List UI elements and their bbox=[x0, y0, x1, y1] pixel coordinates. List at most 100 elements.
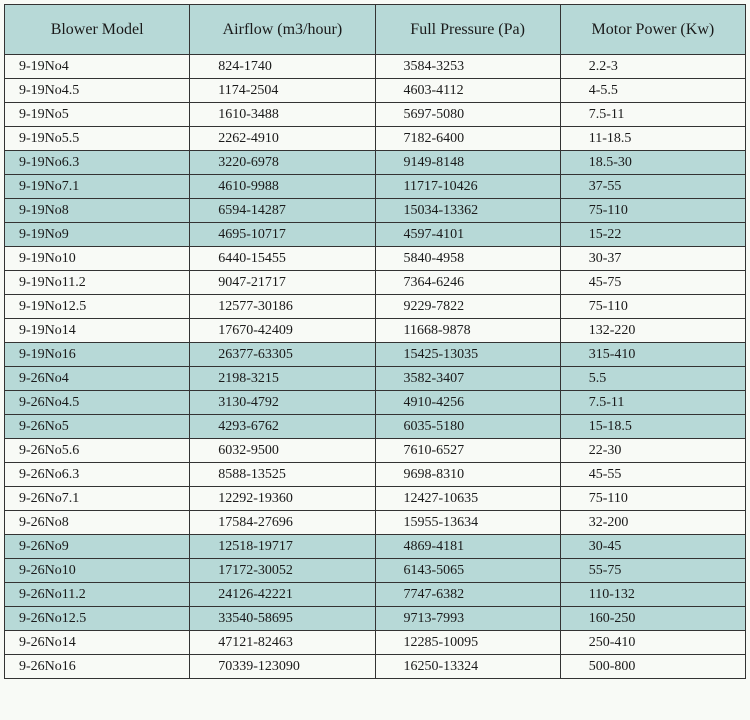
table-cell: 9149-8148 bbox=[375, 151, 560, 175]
table-cell: 15-18.5 bbox=[560, 415, 745, 439]
table-cell: 9-26No6.3 bbox=[5, 463, 190, 487]
table-cell: 75-110 bbox=[560, 199, 745, 223]
table-row: 9-26No1447121-8246312285-10095250-410 bbox=[5, 631, 746, 655]
table-cell: 110-132 bbox=[560, 583, 745, 607]
table-row: 9-26No912518-197174869-418130-45 bbox=[5, 535, 746, 559]
table-cell: 9-26No10 bbox=[5, 559, 190, 583]
table-cell: 9047-21717 bbox=[190, 271, 375, 295]
table-row: 9-26No1017172-300526143-506555-75 bbox=[5, 559, 746, 583]
table-cell: 9229-7822 bbox=[375, 295, 560, 319]
table-cell: 4869-4181 bbox=[375, 535, 560, 559]
table-cell: 12427-10635 bbox=[375, 487, 560, 511]
table-cell: 824-1740 bbox=[190, 55, 375, 79]
table-cell: 30-37 bbox=[560, 247, 745, 271]
table-cell: 45-55 bbox=[560, 463, 745, 487]
table-cell: 7.5-11 bbox=[560, 391, 745, 415]
table-row: 9-26No4.53130-47924910-42567.5-11 bbox=[5, 391, 746, 415]
table-cell: 12577-30186 bbox=[190, 295, 375, 319]
table-row: 9-19No4824-17403584-32532.2-3 bbox=[5, 55, 746, 79]
table-cell: 9-26No14 bbox=[5, 631, 190, 655]
table-cell: 37-55 bbox=[560, 175, 745, 199]
table-cell: 3582-3407 bbox=[375, 367, 560, 391]
table-cell: 9-19No5.5 bbox=[5, 127, 190, 151]
table-row: 9-26No12.533540-586959713-7993160-250 bbox=[5, 607, 746, 631]
table-cell: 9-26No4.5 bbox=[5, 391, 190, 415]
table-cell: 9-19No5 bbox=[5, 103, 190, 127]
table-cell: 4610-9988 bbox=[190, 175, 375, 199]
table-cell: 132-220 bbox=[560, 319, 745, 343]
table-cell: 3220-6978 bbox=[190, 151, 375, 175]
table-cell: 9-19No7.1 bbox=[5, 175, 190, 199]
table-cell: 9-26No5.6 bbox=[5, 439, 190, 463]
table-cell: 9-26No9 bbox=[5, 535, 190, 559]
table-cell: 70339-123090 bbox=[190, 655, 375, 679]
table-cell: 6594-14287 bbox=[190, 199, 375, 223]
table-header-row: Blower Model Airflow (m3/hour) Full Pres… bbox=[5, 5, 746, 55]
table-cell: 9-26No7.1 bbox=[5, 487, 190, 511]
table-cell: 250-410 bbox=[560, 631, 745, 655]
table-cell: 315-410 bbox=[560, 343, 745, 367]
table-cell: 33540-58695 bbox=[190, 607, 375, 631]
table-cell: 9-26No16 bbox=[5, 655, 190, 679]
table-cell: 75-110 bbox=[560, 295, 745, 319]
table-cell: 9-19No4 bbox=[5, 55, 190, 79]
table-cell: 9-19No9 bbox=[5, 223, 190, 247]
table-cell: 17172-30052 bbox=[190, 559, 375, 583]
table-cell: 7747-6382 bbox=[375, 583, 560, 607]
table-row: 9-26No54293-67626035-518015-18.5 bbox=[5, 415, 746, 439]
col-header-airflow: Airflow (m3/hour) bbox=[190, 5, 375, 55]
table-cell: 11668-9878 bbox=[375, 319, 560, 343]
table-cell: 500-800 bbox=[560, 655, 745, 679]
blower-spec-table: Blower Model Airflow (m3/hour) Full Pres… bbox=[4, 4, 746, 679]
table-row: 9-26No7.112292-1936012427-1063575-110 bbox=[5, 487, 746, 511]
table-cell: 15034-13362 bbox=[375, 199, 560, 223]
table-cell: 11-18.5 bbox=[560, 127, 745, 151]
col-header-power: Motor Power (Kw) bbox=[560, 5, 745, 55]
table-cell: 7182-6400 bbox=[375, 127, 560, 151]
table-cell: 5840-4958 bbox=[375, 247, 560, 271]
table-cell: 24126-42221 bbox=[190, 583, 375, 607]
table-cell: 32-200 bbox=[560, 511, 745, 535]
table-row: 9-26No11.224126-422217747-6382110-132 bbox=[5, 583, 746, 607]
table-cell: 5.5 bbox=[560, 367, 745, 391]
table-cell: 17670-42409 bbox=[190, 319, 375, 343]
table-cell: 6440-15455 bbox=[190, 247, 375, 271]
table-cell: 4597-4101 bbox=[375, 223, 560, 247]
table-cell: 12285-10095 bbox=[375, 631, 560, 655]
table-cell: 9-26No8 bbox=[5, 511, 190, 535]
table-cell: 4910-4256 bbox=[375, 391, 560, 415]
table-cell: 4-5.5 bbox=[560, 79, 745, 103]
table-row: 9-26No817584-2769615955-1363432-200 bbox=[5, 511, 746, 535]
table-row: 9-19No6.33220-69789149-814818.5-30 bbox=[5, 151, 746, 175]
table-cell: 22-30 bbox=[560, 439, 745, 463]
table-cell: 2198-3215 bbox=[190, 367, 375, 391]
table-cell: 9713-7993 bbox=[375, 607, 560, 631]
table-cell: 4293-6762 bbox=[190, 415, 375, 439]
table-row: 9-19No106440-154555840-495830-37 bbox=[5, 247, 746, 271]
table-cell: 5697-5080 bbox=[375, 103, 560, 127]
table-cell: 9-26No12.5 bbox=[5, 607, 190, 631]
table-cell: 1610-3488 bbox=[190, 103, 375, 127]
table-cell: 7610-6527 bbox=[375, 439, 560, 463]
col-header-model: Blower Model bbox=[5, 5, 190, 55]
table-cell: 11717-10426 bbox=[375, 175, 560, 199]
table-cell: 12518-19717 bbox=[190, 535, 375, 559]
table-cell: 7.5-11 bbox=[560, 103, 745, 127]
table-cell: 47121-82463 bbox=[190, 631, 375, 655]
table-cell: 9-19No12.5 bbox=[5, 295, 190, 319]
table-cell: 4603-4112 bbox=[375, 79, 560, 103]
table-cell: 16250-13324 bbox=[375, 655, 560, 679]
table-cell: 2262-4910 bbox=[190, 127, 375, 151]
table-cell: 9-19No10 bbox=[5, 247, 190, 271]
table-cell: 4695-10717 bbox=[190, 223, 375, 247]
table-cell: 15-22 bbox=[560, 223, 745, 247]
table-cell: 160-250 bbox=[560, 607, 745, 631]
table-cell: 9-19No11.2 bbox=[5, 271, 190, 295]
table-row: 9-19No94695-107174597-410115-22 bbox=[5, 223, 746, 247]
table-cell: 2.2-3 bbox=[560, 55, 745, 79]
table-cell: 3130-4792 bbox=[190, 391, 375, 415]
table-cell: 45-75 bbox=[560, 271, 745, 295]
table-cell: 9-26No4 bbox=[5, 367, 190, 391]
table-cell: 75-110 bbox=[560, 487, 745, 511]
table-row: 9-19No86594-1428715034-1336275-110 bbox=[5, 199, 746, 223]
